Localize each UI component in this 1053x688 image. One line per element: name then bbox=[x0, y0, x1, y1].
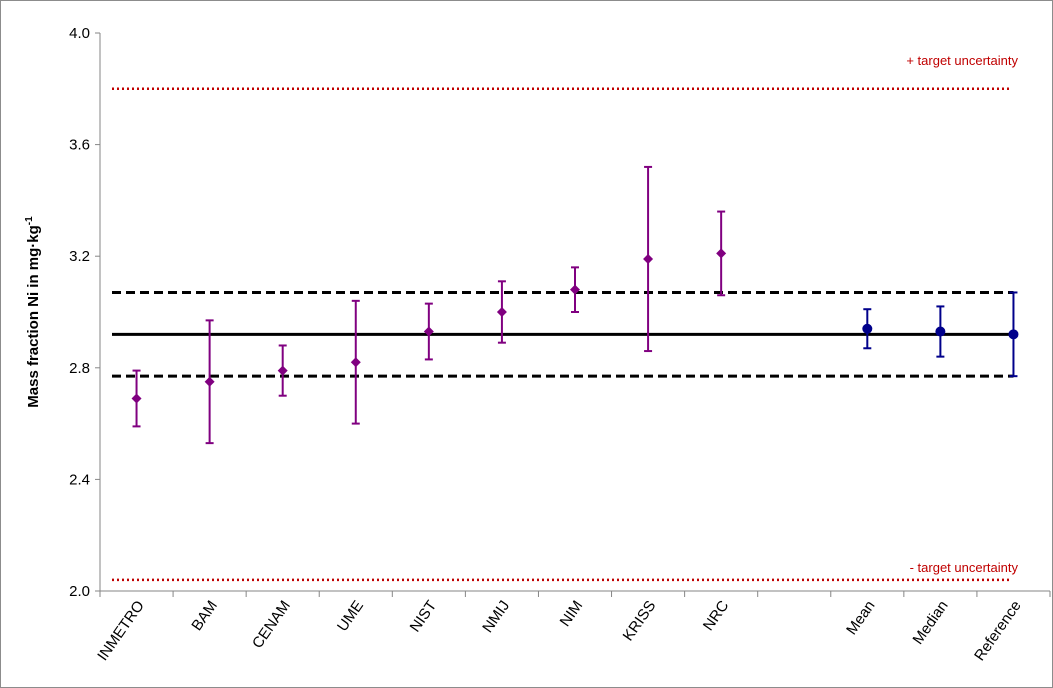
y-tick-label: 3.2 bbox=[69, 248, 90, 265]
axes bbox=[99, 33, 1050, 592]
data-point bbox=[716, 248, 727, 259]
data-point bbox=[131, 393, 142, 404]
x-category-label: Reference bbox=[971, 598, 1025, 664]
x-category-label: Median bbox=[910, 598, 952, 648]
x-category-label: NIM bbox=[557, 598, 587, 630]
y-axis-label-text: Mass fraction Ni in mg·kg bbox=[25, 225, 42, 408]
y-axis-label: Mass fraction Ni in mg·kg-1 bbox=[24, 216, 42, 408]
target-uncertainty-lines bbox=[112, 87, 1012, 582]
y-tick-label: 2.8 bbox=[69, 360, 90, 377]
reference-lines bbox=[112, 290, 1014, 378]
data-point bbox=[496, 307, 507, 317]
data-point bbox=[570, 284, 580, 295]
x-category-label: BAM bbox=[188, 598, 221, 634]
x-category-label: Mean bbox=[843, 598, 878, 638]
x-category-label: NMIJ bbox=[479, 598, 513, 636]
data-point bbox=[204, 376, 215, 387]
data-point bbox=[935, 326, 946, 337]
x-category-label: KRISS bbox=[620, 598, 660, 645]
y-tick-label: 3.6 bbox=[69, 137, 90, 154]
data-point bbox=[277, 365, 288, 376]
y-tick-label: 2.0 bbox=[69, 583, 90, 600]
data-point bbox=[862, 323, 873, 334]
y-tick-label: 2.4 bbox=[69, 471, 90, 488]
x-category-label: UME bbox=[334, 598, 367, 635]
y-axis-ticks: 2.0 2.4 2.8 3.2 3.6 4.0 bbox=[69, 25, 100, 600]
data-point bbox=[1008, 329, 1019, 340]
x-category-label: NIST bbox=[407, 598, 441, 636]
y-axis-label-superscript: -1 bbox=[24, 216, 35, 225]
upper-target-label: + target uncertainty bbox=[906, 53, 1018, 68]
x-axis-ticks: INMETRO BAM CENAM UME NIST NMIJ NIM KRISS NRC Mea… bbox=[94, 591, 1051, 664]
x-category-label: INMETRO bbox=[94, 598, 148, 664]
lower-target-label: - target uncertainty bbox=[910, 560, 1019, 575]
data-point bbox=[423, 326, 434, 337]
y-tick-label: 4.0 bbox=[69, 25, 90, 42]
x-category-label: NRC bbox=[700, 597, 733, 634]
data-point bbox=[350, 357, 361, 368]
x-category-label: CENAM bbox=[249, 598, 294, 652]
data-point bbox=[643, 253, 654, 264]
data-marks bbox=[131, 165, 1019, 445]
